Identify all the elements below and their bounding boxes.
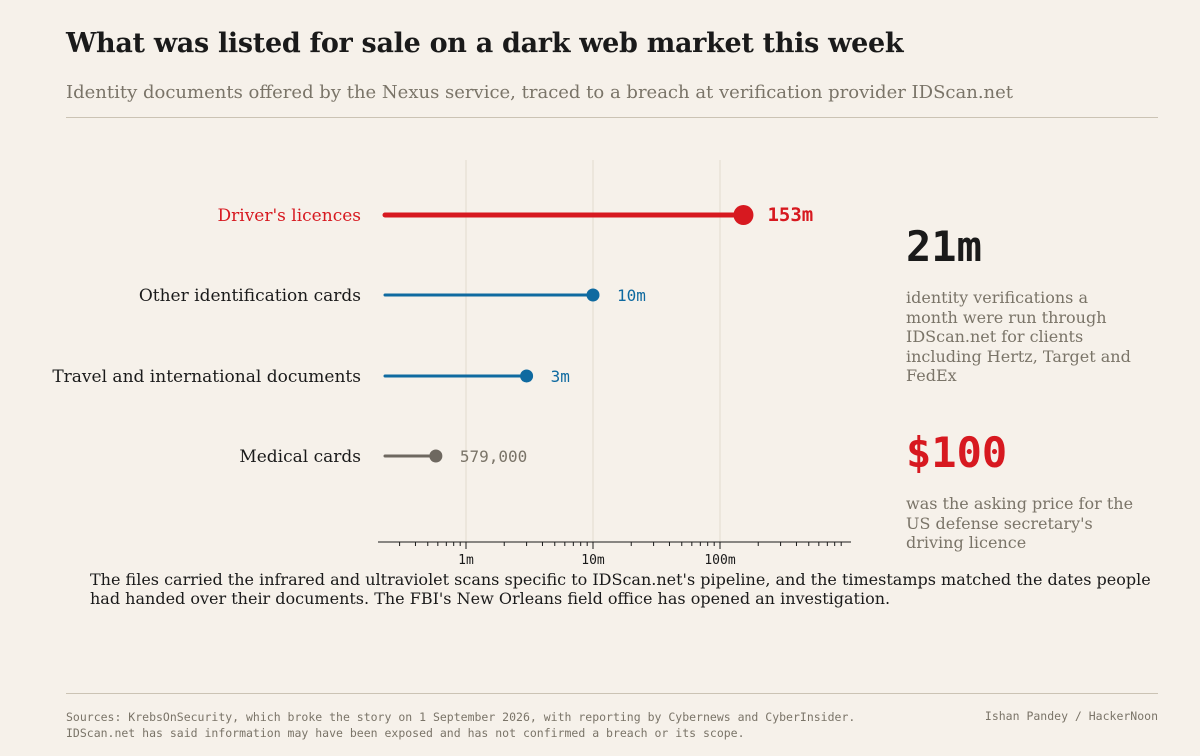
stat-description: was the asking price for the US defense … <box>906 494 1134 552</box>
category-label: Travel and international documents <box>52 367 361 387</box>
value-label: 153m <box>767 204 813 226</box>
lollipop-dot <box>520 369 534 383</box>
category-label: Driver's licences <box>218 206 362 226</box>
lollipop-dot <box>733 205 754 225</box>
x-tick-label: 10m <box>581 553 605 568</box>
category-label: Medical cards <box>239 447 361 467</box>
value-label: 3m <box>551 367 570 386</box>
stat-verifications: 21m identity verifications a month were … <box>906 226 1136 386</box>
credit-text: Ishan Pandey / HackerNoon <box>984 709 1158 723</box>
x-tick-label: 1m <box>458 553 474 568</box>
x-tick-label: 100m <box>704 553 735 568</box>
chart-note: The files carried the infrared and ultra… <box>90 570 1151 608</box>
category-label: Other identification cards <box>139 286 361 306</box>
chart-subtitle: Identity documents offered by the Nexus … <box>66 82 1014 103</box>
stat-value: $100 <box>906 428 1008 477</box>
value-label: 579,000 <box>460 447 527 466</box>
value-label: 10m <box>617 286 646 305</box>
stat-description: identity verifications a month were run … <box>906 288 1131 385</box>
stat-asking-price: $100 was the asking price for the US def… <box>906 432 1136 553</box>
footer-divider <box>66 693 1158 694</box>
header-divider <box>66 117 1158 118</box>
sources-text: Sources: KrebsOnSecurity, which broke th… <box>66 710 856 740</box>
lollipop-dot <box>586 288 600 302</box>
lollipop-dot <box>429 449 443 463</box>
lollipop-chart: 1m 10m 100m Driver's licences 153m Other iden… <box>52 160 851 568</box>
stat-value: 21m <box>906 222 982 271</box>
chart-title: What was listed for sale on a dark web m… <box>66 28 904 59</box>
